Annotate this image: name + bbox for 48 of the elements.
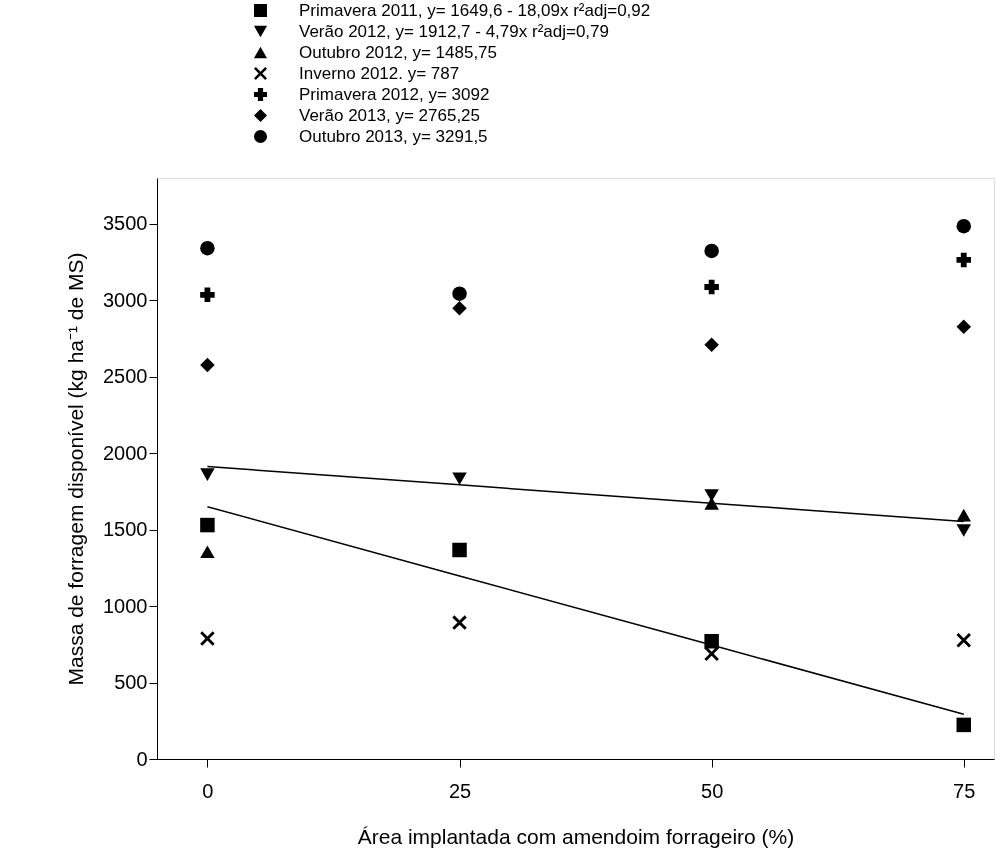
point — [200, 631, 215, 646]
x-tick-label: 75 — [953, 779, 976, 802]
legend-label: Inverno 2012. y= 787 — [299, 63, 460, 83]
point — [452, 301, 467, 316]
legend-label: Outubro 2013, y= 3291,5 — [299, 126, 488, 146]
y-tick-label: 2500 — [103, 365, 148, 388]
y-tick-label: 3000 — [103, 288, 148, 311]
point — [704, 497, 719, 510]
line-series — [206, 505, 965, 715]
y-tick-label: 500 — [114, 671, 148, 694]
y-tick-label: 3500 — [103, 212, 148, 235]
point — [200, 545, 215, 559]
point — [452, 615, 467, 630]
x-tick-label: 25 — [448, 779, 472, 802]
legend-label: Verão 2012, y= 1912,7 - 4,79x r²adj=0,79 — [299, 21, 610, 41]
point — [956, 632, 971, 648]
point — [956, 252, 971, 268]
legend-label: Primavera 2012, y= 3092 — [299, 84, 490, 104]
y-axis-title: Massa de forragem disponível (kg ha⁻¹ de MS) — [64, 252, 88, 686]
legend-label: Primavera 2011, y= 1649,6 - 18,09x r²adj=0,92 — [299, 0, 651, 20]
point — [452, 286, 467, 301]
point — [704, 489, 719, 502]
point — [704, 337, 719, 352]
point — [200, 517, 215, 533]
y-tick-label: 1000 — [103, 594, 148, 617]
point — [200, 357, 215, 373]
point — [956, 717, 971, 733]
point — [956, 508, 971, 522]
y-tick-label: 2000 — [103, 441, 148, 464]
legend-label: Outubro 2012, y= 1485,75 — [299, 42, 498, 62]
x-tick-label: 50 — [701, 779, 724, 802]
point — [200, 468, 215, 481]
point — [452, 542, 467, 558]
point — [704, 279, 719, 295]
point — [704, 243, 719, 259]
point — [452, 472, 467, 486]
point — [200, 240, 215, 256]
point — [704, 634, 719, 649]
legend-label: Verão 2013, y= 2765,25 — [299, 105, 481, 125]
point — [956, 319, 971, 335]
y-tick-label: 0 — [136, 747, 148, 770]
point — [956, 218, 971, 234]
point — [704, 646, 719, 662]
point — [956, 524, 971, 537]
x-axis-title: Área implantada com amendoim forrageiro (%) — [357, 824, 795, 848]
x-tick-label: 0 — [202, 779, 214, 802]
point — [200, 287, 215, 303]
y-tick-label: 1500 — [103, 518, 148, 541]
